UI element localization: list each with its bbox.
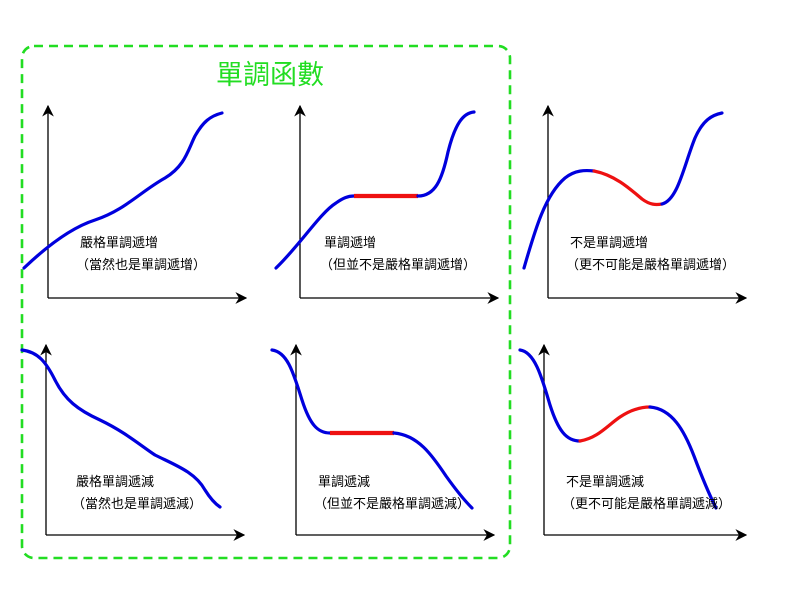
- panel-caption-line2: （更不可能是嚴格單調遞增）: [566, 257, 735, 273]
- curve-rising: [524, 171, 594, 268]
- decreasing-curve-left: [272, 350, 330, 433]
- curve-falling: [520, 350, 580, 441]
- panel-strict-increasing: 嚴格單調遞增 （當然也是單調遞增）: [24, 106, 246, 298]
- curve-falling-again: [650, 407, 716, 508]
- panel-caption-line2: （當然也是單調遞減）: [72, 496, 202, 512]
- panel-not-increasing: 不是單調遞增 （更不可能是嚴格單調遞增）: [524, 106, 746, 298]
- panel-not-decreasing: 不是單調遞減 （更不可能是嚴格單調遞減）: [520, 345, 746, 535]
- panel-caption-line1: 不是單調遞減: [566, 474, 644, 490]
- increasing-curve-right: [418, 112, 474, 196]
- panel-caption-line2: （但並不是嚴格單調遞減）: [314, 496, 470, 512]
- panel-caption-line2: （更不可能是嚴格單調遞減）: [562, 496, 731, 512]
- increasing-segment: [580, 407, 650, 441]
- panel-caption-line1: 嚴格單調遞增: [80, 235, 158, 251]
- panel-caption-line1: 單調遞增: [324, 236, 376, 251]
- panel-caption-line1: 單調遞減: [318, 474, 370, 490]
- panel-decreasing: 單調遞減 （但並不是嚴格單調遞減）: [272, 345, 494, 535]
- panel-increasing: 單調遞增 （但並不是嚴格單調遞增）: [276, 106, 498, 298]
- diagram-title: 單調函數: [216, 60, 324, 91]
- panel-strict-decreasing: 嚴格單調遞減 （當然也是單調遞減）: [22, 345, 244, 535]
- panel-caption-line1: 嚴格單調遞減: [76, 474, 154, 490]
- panel-caption-line1: 不是單調遞增: [570, 236, 648, 251]
- panel-caption-line2: （但並不是嚴格單調遞增）: [320, 257, 476, 273]
- panel-caption-line2: （當然也是單調遞增）: [76, 257, 206, 273]
- decreasing-segment: [594, 171, 662, 204]
- curve-rising-again: [662, 113, 722, 204]
